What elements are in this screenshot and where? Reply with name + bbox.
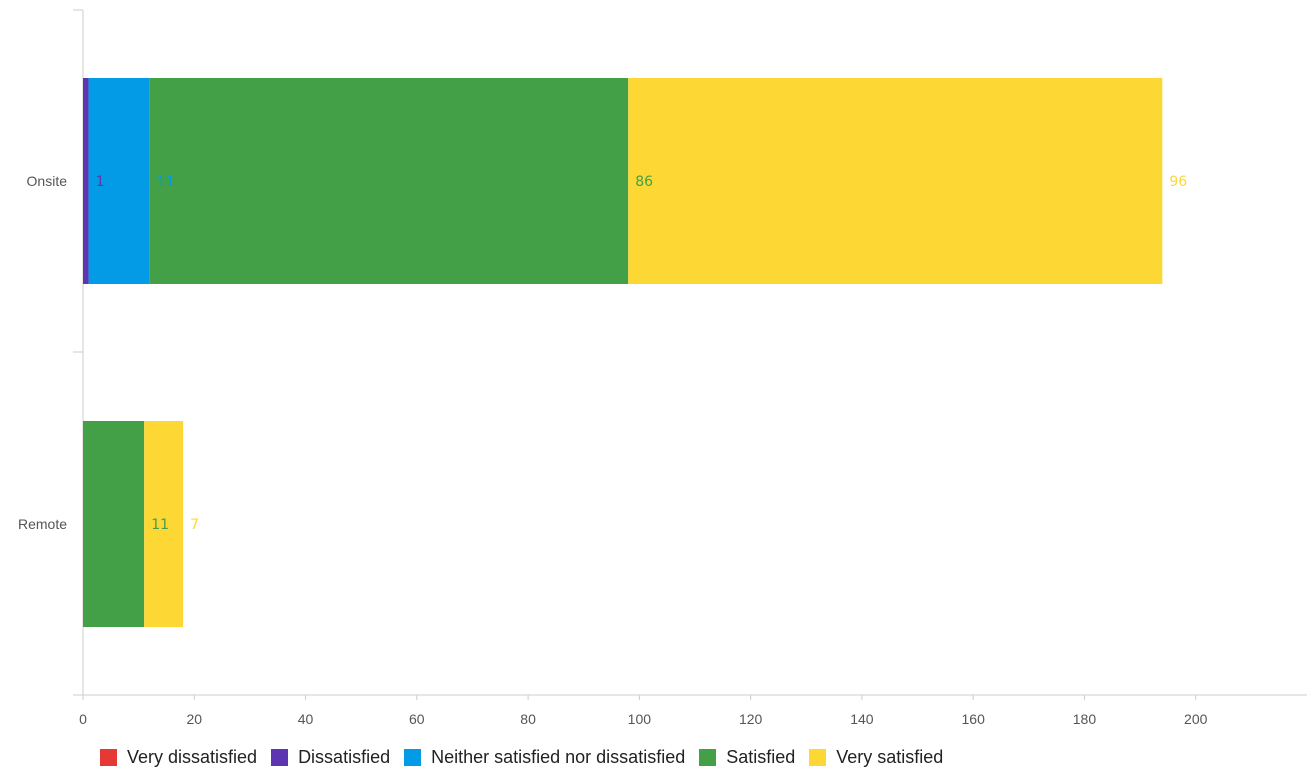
- x-tick-label: 140: [850, 711, 874, 727]
- bar-data-label: 11: [151, 517, 169, 533]
- bar-data-label: 86: [635, 174, 653, 190]
- legend-swatch: [100, 748, 117, 766]
- bar-data-label: 1: [96, 174, 105, 190]
- bar-data-label: 7: [190, 517, 199, 533]
- legend-label: Very dissatisfied: [127, 746, 258, 767]
- legend-label: Satisfied: [726, 746, 796, 767]
- legend-swatch: [809, 748, 827, 766]
- bar-data-label: 11: [157, 174, 175, 190]
- legend-item[interactable]: Very dissatisfied: [100, 747, 257, 768]
- bar-segment: [149, 78, 629, 284]
- legend-label: Dissatisfied: [298, 746, 391, 767]
- x-tick-label: 20: [186, 711, 202, 727]
- bar-segment: [88, 78, 150, 284]
- bar-segment: [83, 421, 145, 627]
- bar-segment: [628, 78, 1163, 284]
- x-tick-label: 80: [520, 711, 536, 727]
- x-tick-label: 180: [1073, 711, 1097, 727]
- y-category-label: Remote: [18, 516, 67, 532]
- x-tick-label: 60: [409, 711, 425, 727]
- chart-bars: [83, 78, 1163, 627]
- x-tick-label: 200: [1184, 711, 1208, 727]
- legend-item[interactable]: Neither satisfied nor dissatisfied: [404, 747, 685, 768]
- x-tick-label: 100: [628, 711, 652, 727]
- legend-swatch: [404, 748, 422, 766]
- x-tick-label: 120: [739, 711, 763, 727]
- legend-swatch: [699, 748, 717, 766]
- legend-item[interactable]: Satisfied: [699, 747, 795, 768]
- chart-legend: Very dissatisfied Dissatisfied Neither sat…: [100, 743, 957, 771]
- x-tick-label: 0: [79, 711, 87, 727]
- legend-item[interactable]: Dissatisfied: [271, 747, 390, 768]
- y-category-label: Onsite: [27, 173, 68, 189]
- bar-segment: [144, 421, 184, 627]
- legend-label: Very satisfied: [836, 746, 944, 767]
- x-tick-label: 160: [962, 711, 986, 727]
- legend-item[interactable]: Very satisfied: [809, 747, 943, 768]
- x-tick-label: 40: [298, 711, 314, 727]
- legend-label: Neither satisfied nor dissatisfied: [431, 746, 686, 767]
- bar-segment: [83, 78, 89, 284]
- bar-data-label: 96: [1169, 174, 1187, 190]
- chart-axes: 0 20 40 60 80 100 120 140 160 180 200 Onsite Remote: [18, 9, 1307, 727]
- legend-swatch: [271, 748, 289, 766]
